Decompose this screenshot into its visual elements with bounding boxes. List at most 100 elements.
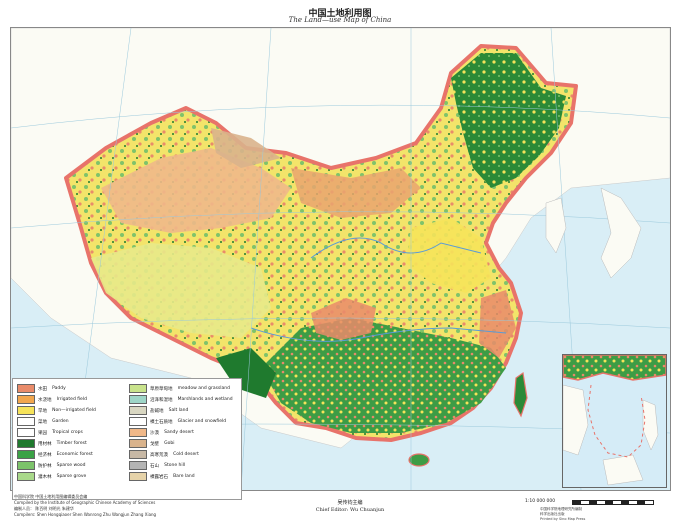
legend-label-cn: 沙漠 — [150, 430, 159, 436]
editor-en: Chief Editor: Wu Chuanjun — [315, 507, 385, 513]
legend-label-en: Salt land — [168, 408, 189, 413]
legend-label-en: Stone hill — [164, 463, 186, 468]
legend-swatch — [129, 428, 147, 437]
legend-label-cn: 果园 — [38, 430, 47, 436]
inset-philippines — [642, 399, 659, 451]
legend-item: 裸露岩石 Bare land — [129, 471, 237, 482]
legend-label-cn: 灌木林 — [38, 474, 52, 480]
legend-item: 用材林 Timber forest — [17, 438, 125, 449]
credits-line: 中国科学院 中国土地利用图编辑委员会编 — [14, 494, 88, 499]
japan-islands — [600, 187, 642, 279]
publisher-note: 中国科学院地理研究所编制 科学出版社出版 Printed by Sino Map… — [540, 507, 660, 522]
legend-label-cn: 旱地 — [38, 408, 47, 414]
legend-label-cn: 防护林 — [38, 463, 52, 469]
legend-label-en: Gobi — [164, 441, 175, 446]
legend-swatch — [17, 417, 35, 426]
publisher-line: 科学出版社出版 — [540, 512, 565, 516]
inset-map — [563, 355, 666, 486]
legend-label-cn: 裸土石质地 — [150, 419, 173, 425]
legend-item: 裸土石质地 Glacier and snowfield — [129, 416, 237, 427]
legend-label-en: Non—irrigated field — [52, 408, 96, 413]
credits-block: 中国科学院 中国土地利用图编辑委员会编 Compiled by the Inst… — [14, 494, 214, 518]
legend-swatch — [17, 450, 35, 459]
legend-swatch — [17, 428, 35, 437]
legend-label-cn: 石山 — [150, 463, 159, 469]
map-legend: 水田 Paddy 水浇地 Irrigated field 旱地 Non—irri… — [12, 378, 242, 500]
scale-bar — [572, 500, 654, 505]
inset-borneo — [602, 454, 644, 486]
legend-swatch — [17, 384, 35, 393]
south-china-sea-inset[interactable] — [562, 354, 667, 488]
legend-item: 戈壁 Gobi — [129, 438, 237, 449]
legend-item: 盐碱地 Salt land — [129, 405, 237, 416]
legend-item: 灌木林 Sparse grove — [17, 471, 125, 482]
editor-cn: 吴传钧主编 — [337, 500, 363, 506]
publisher-line: 中国科学院地理研究所编制 — [540, 507, 582, 511]
map-title-en: The Land—use Map of China — [288, 16, 392, 24]
chief-editor: 吴传钧主编 Chief Editor: Wu Chuanjun — [300, 500, 400, 514]
legend-swatch — [129, 472, 147, 481]
legend-swatch — [129, 406, 147, 415]
graticule — [11, 28, 670, 490]
legend-label-en: Tropical crops — [52, 430, 83, 435]
legend-label-cn: 戈壁 — [150, 441, 159, 447]
map-title-cn: 中国土地利用图 — [308, 9, 372, 19]
legend-label-en: Sparse wood — [56, 463, 86, 468]
legend-label-en: Garden — [52, 419, 69, 424]
legend-swatch — [129, 384, 147, 393]
yangtze-river — [250, 327, 507, 342]
inset-indochina — [563, 384, 589, 456]
hainan — [408, 453, 430, 467]
legend-label-en: Economic forest — [56, 452, 93, 457]
legend-label-en: Glacier and snowfield — [177, 419, 227, 424]
legend-item: 防护林 Sparse wood — [17, 460, 125, 471]
north-china-plain — [406, 218, 491, 293]
legend-label-cn: 水浇地 — [38, 397, 52, 403]
northeast-forest — [451, 53, 566, 188]
legend-label-en: meadow and grassland — [177, 386, 230, 391]
legend-left-column: 水田 Paddy 水浇地 Irrigated field 旱地 Non—irri… — [17, 383, 125, 482]
legend-swatch — [129, 450, 147, 459]
korea-peninsula — [545, 197, 567, 254]
inset-dash-line — [587, 384, 646, 458]
legend-item: 水田 Paddy — [17, 383, 125, 394]
legend-label-en: Sparse grove — [56, 474, 87, 479]
legend-label-cn: 菜地 — [38, 419, 47, 425]
legend-swatch — [129, 395, 147, 404]
legend-label-en: Cold desert — [173, 452, 199, 457]
legend-swatch — [17, 472, 35, 481]
scale-ratio: 1:10 000 000 — [525, 499, 556, 504]
legend-item: 水浇地 Irrigated field — [17, 394, 125, 405]
legend-item: 菜地 Garden — [17, 416, 125, 427]
legend-item: 沼泽和湿地 Marshlands and wetland — [129, 394, 237, 405]
taiwan — [513, 371, 528, 418]
inner-mongolia-desert — [291, 168, 421, 218]
publisher-line: Printed by Sino Map Press — [540, 517, 586, 521]
east-coast-paddy — [479, 290, 516, 358]
china-land-use-map — [11, 28, 670, 490]
legend-label-cn: 经济林 — [38, 452, 52, 458]
legend-label-en: Timber forest — [56, 441, 87, 446]
yunnan-forest — [216, 348, 276, 398]
legend-label-cn: 水田 — [38, 386, 47, 392]
legend-swatch — [129, 417, 147, 426]
legend-swatch — [129, 439, 147, 448]
tarim-desert-region — [101, 148, 291, 233]
legend-item: 石山 Stone hill — [129, 460, 237, 471]
yellow-river — [310, 237, 482, 259]
credits-line: Compiled by the Institute of Geographic … — [14, 500, 156, 505]
south-china-forest — [261, 318, 506, 433]
legend-label-cn: 裸露岩石 — [150, 474, 168, 480]
legend-item: 高寒荒漠 Cold desert — [129, 449, 237, 460]
legend-label-en: Sandy desert — [164, 430, 194, 435]
legend-label-cn: 用材林 — [38, 441, 52, 447]
legend-right-column: 草原草甸地 meadow and grassland 沼泽和湿地 Marshla… — [129, 383, 237, 482]
legend-swatch — [129, 461, 147, 470]
legend-label-cn: 草原草甸地 — [150, 386, 173, 392]
inset-mainland — [563, 355, 666, 381]
credits-line: Compilers: Shen Hongqiaoer Shen Wanrong … — [14, 512, 157, 517]
northwest-gobi — [211, 128, 281, 168]
tibet-grassland — [91, 243, 271, 338]
legend-label-en: Irrigated field — [56, 397, 87, 402]
credits-line: 编制人员： 陈百明 刘明光 朱建华 — [14, 506, 74, 511]
